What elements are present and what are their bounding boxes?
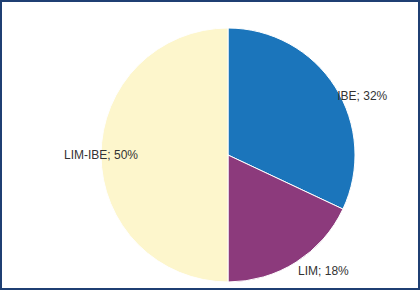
svg-text:LIM; 18%: LIM; 18% <box>298 264 349 278</box>
svg-text:IBE; 32%: IBE; 32% <box>337 89 387 103</box>
svg-text:LIM-IBE; 50%: LIM-IBE; 50% <box>64 148 138 162</box>
